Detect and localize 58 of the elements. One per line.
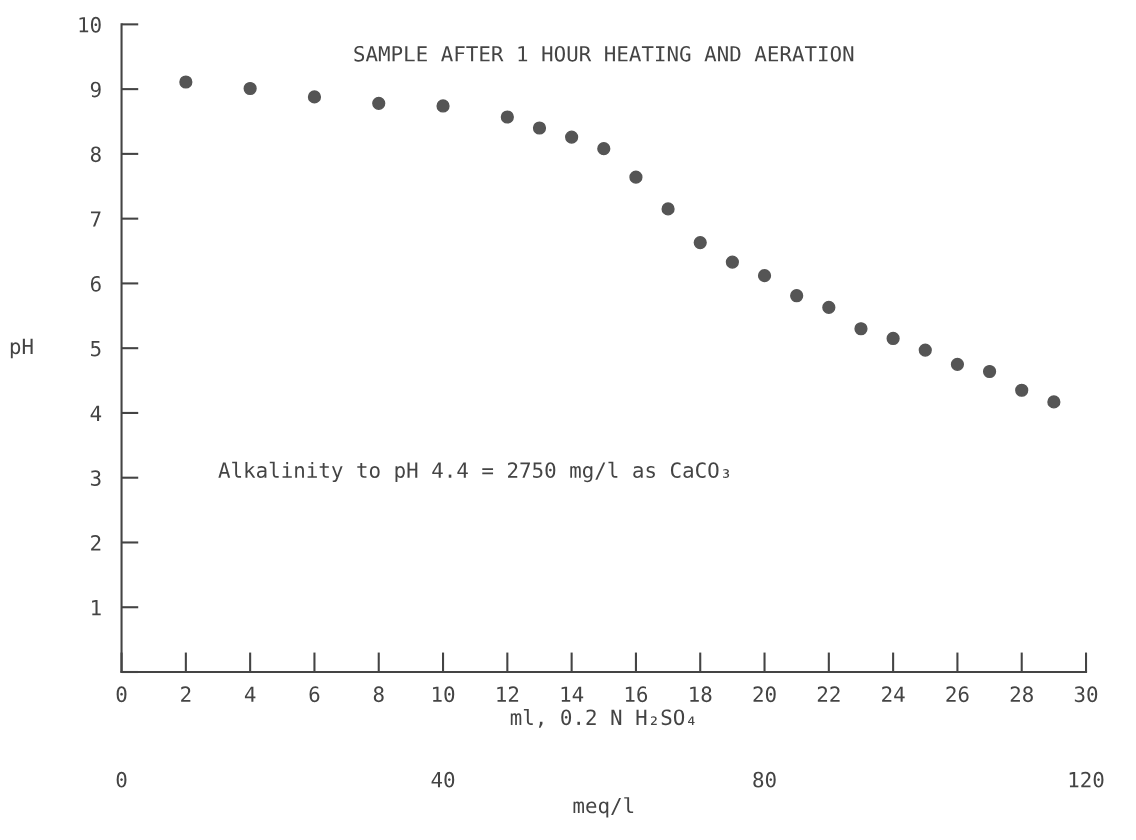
x2-tick-label: 0 (116, 771, 127, 788)
point (661, 202, 675, 216)
y-tick-label: 7 (90, 211, 101, 227)
x-tick-label: 30 (1074, 686, 1098, 703)
x-tick-label: 26 (946, 686, 969, 703)
x-tick-label: 14 (561, 686, 584, 702)
x-tick-label: 12 (497, 686, 519, 702)
point (918, 343, 932, 357)
x-tick-label: 18 (690, 686, 712, 703)
y-tick-label: 1 (92, 600, 101, 616)
x-tick-label: 2 (181, 686, 191, 702)
annotation: Alkalinity to pH 4.4 = 2750 mg/l as CaCO₃ (218, 461, 730, 483)
point (372, 96, 386, 110)
x-tick-label: 16 (625, 686, 648, 703)
x2-axis-title: meq/l (573, 797, 634, 818)
point (1047, 395, 1061, 409)
x2-tick-label: 120 (1069, 771, 1104, 788)
x-tick-label: 0 (116, 686, 127, 703)
x-tick-label: 20 (753, 686, 776, 703)
x-tick-label: 28 (1010, 686, 1033, 703)
point (725, 255, 739, 269)
point (950, 357, 965, 371)
point (822, 300, 836, 314)
point (629, 170, 643, 184)
x-tick-label: 22 (817, 686, 840, 702)
point (757, 269, 772, 283)
x-tick-label: 8 (373, 686, 384, 703)
text: SAMPLE AFTER 1 HOUR HEATING AND AERATION (354, 45, 854, 62)
point (436, 99, 450, 113)
y-tick-label: 4 (90, 405, 102, 421)
x2-tick-label: 40 (431, 771, 455, 788)
point (982, 364, 997, 379)
point (500, 110, 514, 124)
y-axis-title: pH (10, 338, 33, 359)
point (854, 322, 868, 336)
point (1015, 383, 1029, 397)
x-tick-label: 6 (309, 686, 320, 703)
x-tick-label: 10 (433, 686, 455, 703)
x-tick-label: 24 (882, 686, 905, 702)
point (886, 331, 900, 346)
y-tick-label: 2 (91, 534, 101, 551)
point (243, 81, 257, 96)
x2-tick-label: 80 (753, 771, 776, 788)
y-tick-label: 10 (79, 16, 101, 33)
y-tick-label: 8 (90, 146, 101, 163)
y-tick-label: 6 (90, 275, 101, 292)
point (790, 289, 804, 303)
point (693, 236, 707, 250)
point (179, 75, 193, 89)
point (565, 130, 579, 144)
y-tick-label: 3 (90, 470, 101, 486)
y-tick-label: 9 (90, 81, 101, 98)
y-tick-label: 5 (91, 340, 101, 357)
point (307, 90, 322, 104)
x-axis-title: ml, 0.2 N H₂SO₄ (510, 708, 695, 728)
point (532, 121, 547, 135)
x-tick-label: 4 (244, 686, 256, 702)
point (597, 142, 611, 156)
